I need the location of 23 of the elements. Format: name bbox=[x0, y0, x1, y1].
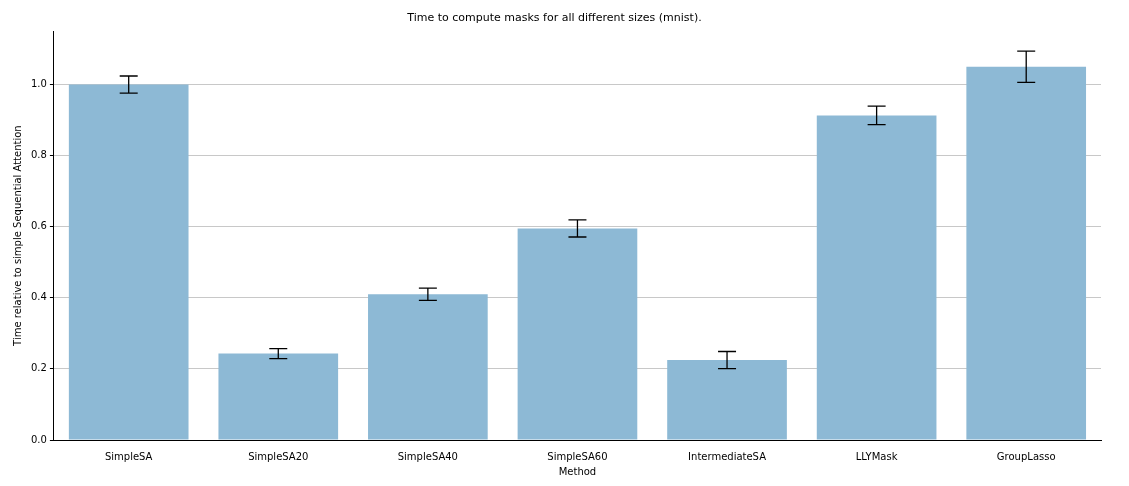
x-tick-label: SimpleSA20 bbox=[248, 450, 309, 462]
bar bbox=[667, 360, 787, 440]
bar bbox=[966, 66, 1087, 440]
x-tick-label: LLYMask bbox=[855, 450, 898, 462]
x-tick-label: SimpleSA40 bbox=[397, 450, 458, 462]
chart-title: Time to compute masks for all different sizes (mnist). bbox=[406, 11, 702, 25]
y-tick-label: 0.4 bbox=[31, 291, 47, 303]
x-tick-label: SimpleSA60 bbox=[547, 450, 608, 462]
y-tick-label: 0.8 bbox=[31, 149, 47, 161]
y-tick-label: 0.0 bbox=[31, 433, 47, 445]
bar bbox=[517, 228, 638, 440]
bar bbox=[816, 115, 937, 440]
y-tick-label: 0.2 bbox=[31, 362, 47, 374]
x-tick-label: IntermediateSA bbox=[688, 450, 767, 462]
y-tick-label: 1.0 bbox=[31, 78, 47, 90]
x-axis-title: Method bbox=[558, 465, 597, 477]
y-axis-title: Time relative to simple Sequential Attention bbox=[11, 125, 23, 347]
y-tick-label: 0.6 bbox=[31, 220, 47, 232]
bar bbox=[218, 353, 339, 440]
bar bbox=[368, 294, 488, 440]
bar bbox=[68, 84, 189, 440]
x-tick-label: GroupLasso bbox=[996, 450, 1056, 462]
x-tick-label: SimpleSA bbox=[104, 450, 153, 462]
